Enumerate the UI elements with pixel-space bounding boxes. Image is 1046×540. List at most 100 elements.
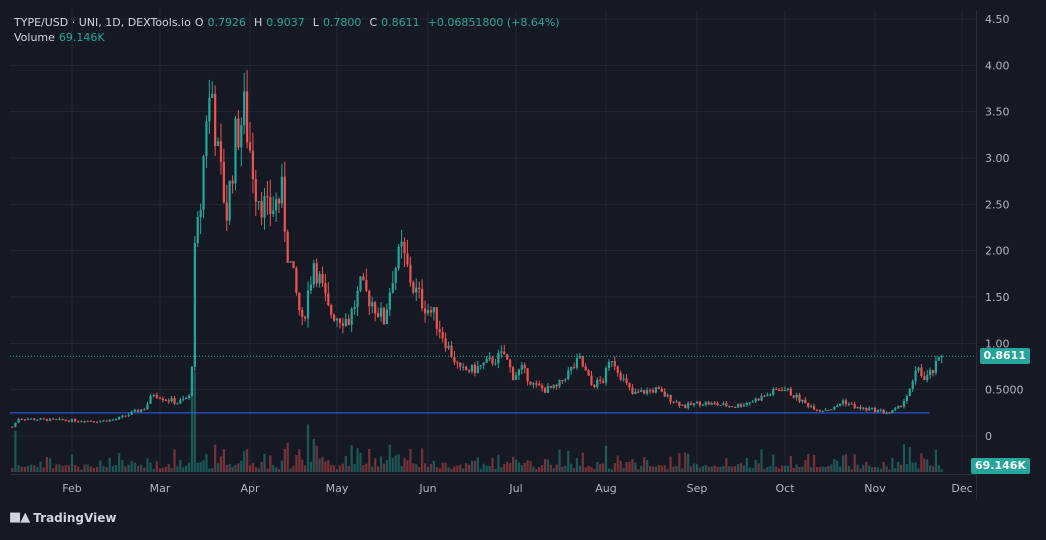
- volume-bar: [885, 466, 888, 472]
- volume-bar: [86, 464, 89, 472]
- candle-body: [356, 290, 359, 308]
- volume-bar: [780, 465, 784, 472]
- volume-bar: [769, 466, 772, 472]
- volume-bar: [812, 454, 816, 472]
- volume-bar: [444, 462, 447, 472]
- candle-body: [798, 394, 801, 402]
- candle-body: [269, 197, 272, 215]
- candle-body: [426, 310, 430, 314]
- volume-bar: [625, 462, 628, 472]
- candle-body: [152, 395, 155, 397]
- volume-bar: [423, 463, 427, 472]
- volume-bar: [182, 467, 185, 472]
- low-value: 0.7800: [322, 16, 362, 29]
- candle-body: [473, 364, 477, 374]
- candle-body: [937, 357, 940, 361]
- candle-body: [509, 359, 512, 368]
- candle-body: [14, 422, 17, 427]
- time-axis[interactable]: Feb Mar Apr May Jun Jul Aug Sep Oct Nov Dec: [62, 482, 972, 495]
- candle-body: [810, 406, 813, 408]
- tradingview-icon: ■▲: [9, 510, 30, 525]
- candle-body: [520, 364, 523, 370]
- volume-bar: [14, 430, 17, 472]
- volume-bar: [312, 438, 315, 472]
- volume-bar: [514, 459, 518, 472]
- candle-body: [596, 379, 599, 388]
- candle-body: [199, 209, 202, 218]
- volume-bar: [406, 460, 409, 472]
- candle-body: [853, 403, 856, 409]
- candle-body: [133, 410, 136, 412]
- candle-body: [839, 403, 842, 406]
- candle-body: [277, 199, 281, 204]
- candle-body: [763, 395, 766, 397]
- volume-bar: [836, 460, 839, 472]
- legend-ohlc-row: TYPE/USD · UNI, 1D, DEXTools.io O 0.7926 …: [14, 15, 564, 30]
- volume-label[interactable]: Volume: [14, 31, 55, 44]
- volume-bar: [917, 468, 920, 472]
- volume-bar: [888, 469, 891, 472]
- candle-body: [698, 401, 702, 406]
- volume-bar: [637, 469, 640, 472]
- candle-body: [243, 91, 246, 126]
- candle-body: [379, 307, 383, 317]
- candle-body: [815, 409, 819, 411]
- candle-body: [219, 141, 223, 163]
- change-value: +0.06851800 (+8.64%): [427, 16, 560, 29]
- volume-bar: [23, 466, 26, 472]
- volume-bar: [807, 453, 810, 472]
- candle-body: [263, 196, 266, 218]
- volume-bar: [152, 468, 155, 472]
- volume-bar: [64, 465, 67, 472]
- volume-bar: [77, 466, 80, 472]
- candle-body: [286, 231, 289, 263]
- tradingview-logo[interactable]: ■▲ TradingView: [9, 510, 116, 525]
- time-tick-label: Nov: [864, 482, 886, 495]
- candle-body: [36, 419, 39, 421]
- symbol-title[interactable]: TYPE/USD · UNI, 1D, DEXTools.io: [14, 16, 191, 29]
- close-value: 0.8611: [381, 16, 420, 29]
- volume-bar: [269, 455, 272, 472]
- candle-body: [216, 141, 220, 147]
- volume-bar: [751, 468, 754, 472]
- candle-body: [309, 284, 312, 291]
- volume-bar: [844, 454, 848, 472]
- volume-bar: [876, 467, 879, 472]
- candle-body: [429, 310, 433, 313]
- volume-bar: [409, 448, 412, 472]
- volume-bar: [136, 465, 140, 472]
- volume-bar: [353, 463, 356, 472]
- volume-bar: [83, 464, 86, 472]
- volume-bar: [202, 460, 205, 472]
- candle-body: [80, 421, 83, 423]
- candle-body: [280, 176, 283, 204]
- low-label: L: [312, 16, 319, 29]
- volume-bar: [731, 466, 734, 472]
- volume-bar: [722, 465, 725, 472]
- candle-body: [841, 400, 845, 404]
- candle-body: [494, 363, 497, 365]
- candle-body: [707, 402, 710, 405]
- volume-bar: [745, 457, 748, 472]
- candle-body: [634, 391, 637, 394]
- volume-bar: [453, 466, 456, 472]
- volume-bar: [196, 462, 199, 472]
- volume-bar: [216, 463, 220, 472]
- candle-body: [99, 421, 102, 423]
- volume-bar: [306, 424, 310, 472]
- volume-bar: [251, 462, 254, 472]
- candle-body: [11, 426, 14, 428]
- candle-body: [435, 307, 438, 329]
- candle-body: [538, 383, 541, 386]
- volume-bar: [692, 463, 696, 472]
- volume-bar: [374, 458, 377, 472]
- volume-bar: [934, 449, 937, 472]
- candle-body: [751, 401, 754, 403]
- volume-bar: [523, 462, 526, 472]
- candle-body: [105, 420, 108, 422]
- volume-bar: [725, 458, 728, 472]
- price-axis[interactable]: 4.50 4.00 3.50 3.00 2.50 2.00 1.50 1.00 0.5000 0: [985, 13, 1024, 443]
